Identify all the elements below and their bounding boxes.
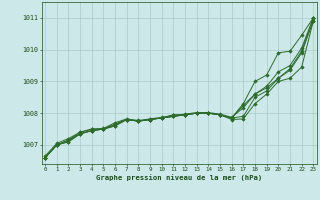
X-axis label: Graphe pression niveau de la mer (hPa): Graphe pression niveau de la mer (hPa) bbox=[96, 174, 262, 181]
